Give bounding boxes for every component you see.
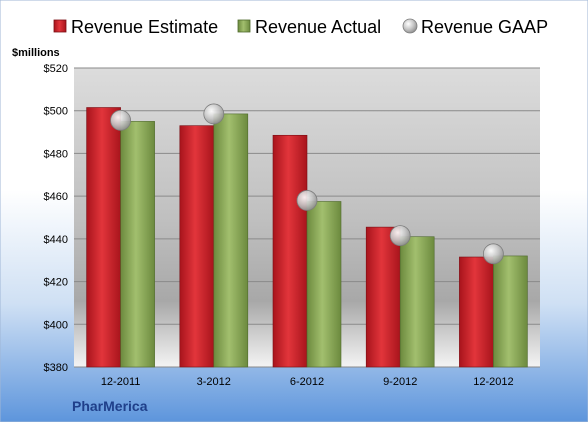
y-tick-label: $400 (44, 319, 68, 331)
legend-swatch-revenue-actual (237, 19, 251, 33)
legend: Revenue Estimate Revenue Actual Revenue GA… (53, 17, 548, 37)
bar-revenue-estimate (272, 134, 308, 368)
legend-label: Revenue GAAP (421, 17, 548, 37)
y-tick-label: $500 (44, 106, 68, 118)
legend-swatch-revenue-estimate (53, 19, 67, 33)
marker-revenue-gaap (296, 190, 318, 211)
y-tick-label: $520 (44, 63, 68, 75)
x-tick-label: 6-2012 (290, 376, 324, 388)
y-tick-label: $480 (44, 148, 68, 160)
legend-label: Revenue Actual (255, 17, 381, 37)
x-tick-label: 12-2012 (473, 376, 513, 388)
marker-revenue-gaap (203, 103, 225, 125)
bar-revenue-estimate (459, 256, 494, 368)
bar-revenue-actual (213, 113, 249, 368)
y-tick-label: $460 (44, 191, 68, 203)
y-axis-unit-label: $millions (12, 47, 60, 59)
legend-swatch-revenue-gaap (402, 18, 418, 34)
bar-revenue-estimate (365, 226, 401, 368)
gaap-markers (110, 103, 504, 265)
y-axis: $380 $400 $420 $440 $460 $480 $500 $520 (44, 63, 68, 374)
bar-revenue-estimate (86, 107, 121, 368)
y-tick-label: $380 (44, 362, 68, 374)
marker-revenue-gaap (110, 109, 131, 131)
company-watermark: PharMerica (72, 398, 148, 414)
marker-revenue-gaap (482, 243, 504, 265)
x-tick-label: 12-2011 (101, 376, 141, 388)
y-tick-label: $440 (44, 234, 68, 246)
marker-revenue-gaap (389, 225, 411, 247)
bar-revenue-actual (493, 255, 528, 368)
y-tick-label: $420 (44, 277, 68, 289)
x-tick-label: 3-2012 (197, 376, 231, 388)
bar-revenue-actual (306, 201, 342, 368)
bars (86, 107, 528, 368)
bar-revenue-actual (120, 121, 155, 368)
bar-revenue-estimate (179, 125, 215, 368)
x-axis: 12-2011 3-2012 6-2012 9-2012 12-2012 (101, 376, 514, 388)
x-tick-label: 9-2012 (383, 376, 417, 388)
bar-revenue-actual (399, 236, 435, 368)
legend-label: Revenue Estimate (71, 17, 218, 37)
